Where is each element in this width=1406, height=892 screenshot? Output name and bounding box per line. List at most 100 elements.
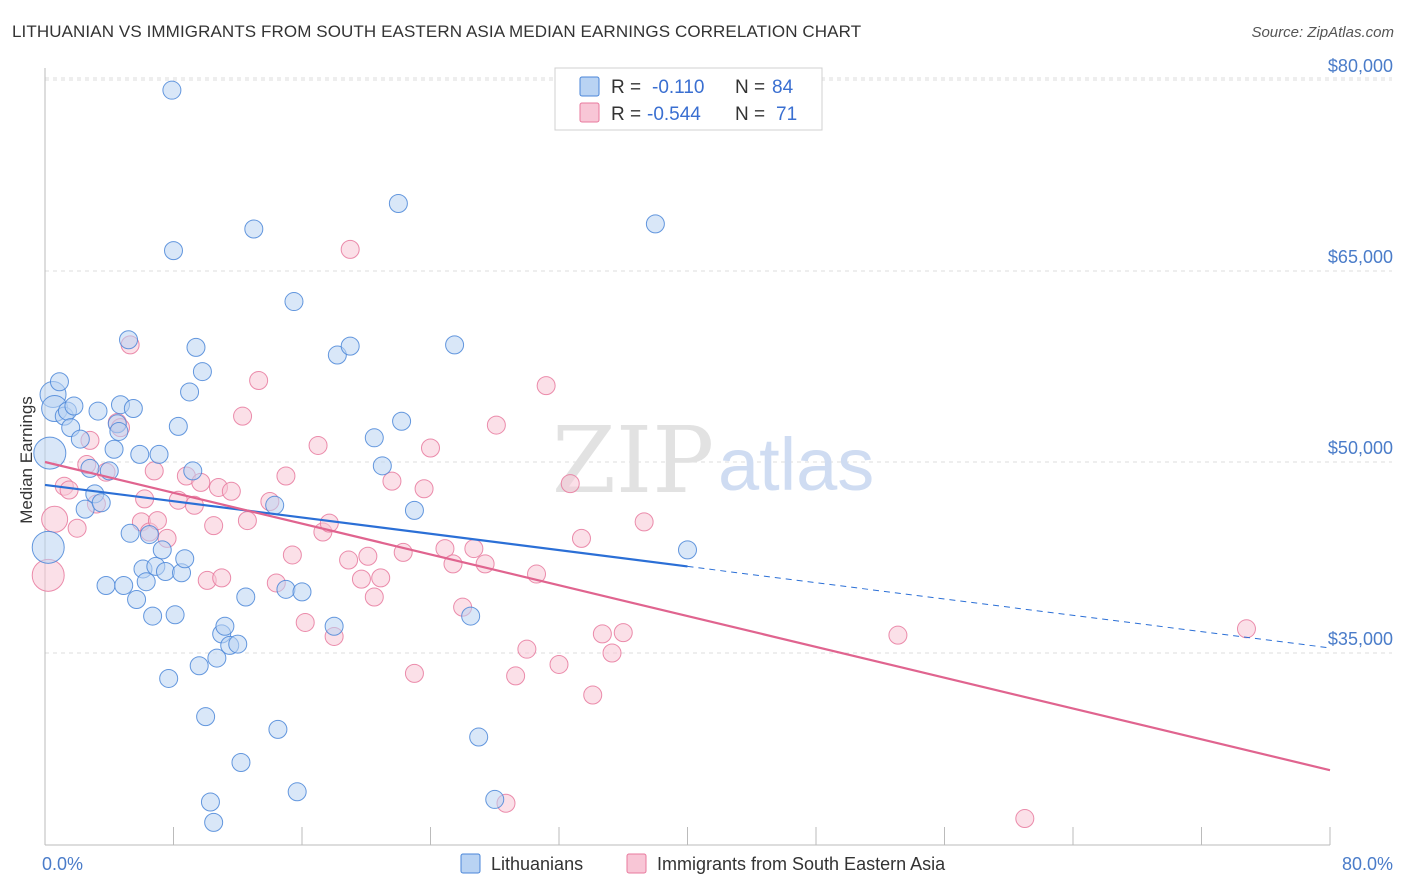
y-tick-label-2: $65,000 xyxy=(1328,247,1393,267)
immigrants-point-0 xyxy=(31,558,65,592)
immigrants-point-40 xyxy=(340,239,360,259)
legend-n-value-1: 84 xyxy=(772,77,794,98)
lithuanians-point-41 xyxy=(175,549,195,569)
legend-r-value-2: -0.544 xyxy=(647,104,701,125)
lithuanians-point-76 xyxy=(645,214,665,234)
lithuanians-point-23 xyxy=(120,523,140,543)
source-label: Source: ZipAtlas.com xyxy=(1251,24,1394,41)
immigrants-point-41 xyxy=(351,569,371,589)
lithuanians-point-54 xyxy=(228,634,248,654)
immigrants-point-49 xyxy=(421,438,440,458)
watermark-atlas: atlas xyxy=(718,423,874,506)
lithuanians-point-62 xyxy=(287,782,307,802)
immigrants-point-25 xyxy=(212,568,232,588)
immigrants-point-71 xyxy=(1236,619,1256,639)
lithuanians-point-61 xyxy=(284,292,304,312)
immigrants-point-29 xyxy=(249,371,269,391)
lithuanians-point-17 xyxy=(104,439,124,459)
lithuanians-point-75 xyxy=(485,789,505,809)
series-legend: Lithuanians Immigrants from South Easter… xyxy=(460,853,946,874)
lithuanians-point-9 xyxy=(70,429,90,449)
lithuanians-point-47 xyxy=(196,707,216,727)
y-axis-label: Median Earnings xyxy=(17,396,36,524)
x-tick-labels: 0.0% 80.0% xyxy=(42,854,1393,874)
lithuanians-point-19 xyxy=(109,421,129,441)
immigrants-point-45 xyxy=(382,471,402,491)
immigrants-point-65 xyxy=(592,624,612,644)
legend-n-label-2: N = xyxy=(735,104,765,125)
lithuanians-point-34 xyxy=(155,562,175,582)
lithuanians-point-49 xyxy=(204,812,224,832)
lithuanians-point-14 xyxy=(91,493,111,513)
y-tick-labels: $35,000 $50,000 $65,000 $80,000 xyxy=(1328,56,1393,649)
immigrants-point-57 xyxy=(506,666,526,686)
legend-r-label-2: R = xyxy=(611,104,641,125)
immigrants-point-60 xyxy=(536,376,556,396)
immigrants-point-33 xyxy=(282,545,302,565)
immigrants-point-67 xyxy=(613,623,633,643)
lithuanians-point-72 xyxy=(445,335,465,355)
watermark-zip: ZIP xyxy=(552,407,714,514)
immigrants-point-70 xyxy=(1015,809,1035,829)
immigrants-point-58 xyxy=(517,639,537,659)
immigrants-point-55 xyxy=(486,415,506,435)
immigrants-point-64 xyxy=(583,685,603,705)
lithuanians-point-15 xyxy=(96,576,116,596)
lithuanians-point-39 xyxy=(168,416,188,436)
lithuanians-point-38 xyxy=(165,605,185,625)
lithuanians-point-69 xyxy=(388,194,408,214)
lithuanians-point-45 xyxy=(189,656,209,676)
watermark: ZIP atlas xyxy=(552,407,874,514)
immigrants-point-48 xyxy=(414,479,434,499)
immigrants-point-61 xyxy=(549,654,569,674)
immigrants-point-27 xyxy=(233,406,253,426)
lithuanians-point-59 xyxy=(268,719,288,739)
y-tick-label-0: $35,000 xyxy=(1328,629,1393,649)
immigrants-point-43 xyxy=(364,587,384,607)
immigrants-point-34 xyxy=(295,612,315,632)
immigrants-point-28 xyxy=(237,511,257,531)
legend-n-value-2: 71 xyxy=(776,104,797,125)
legend-n-label-1: N = xyxy=(735,77,765,98)
series-swatch-lithuanians xyxy=(460,853,481,874)
immigrants-point-66 xyxy=(602,643,622,663)
series-name-lithuanians: Lithuanians xyxy=(491,854,583,874)
lithuanians-point-57 xyxy=(244,219,264,239)
legend-swatch-blue xyxy=(579,76,600,97)
lithuanians-point-1 xyxy=(33,436,67,470)
series-swatch-immigrants xyxy=(626,853,647,874)
immigrants-point-53 xyxy=(464,539,484,559)
immigrants-point-3 xyxy=(59,480,79,500)
immigrants-point-4 xyxy=(67,518,87,538)
legend-r-value-1: -0.110 xyxy=(652,77,704,98)
immigrants-trend-line xyxy=(44,460,1331,772)
lithuanians-point-33 xyxy=(152,540,172,560)
immigrants-point-23 xyxy=(204,516,224,536)
immigrants-point-32 xyxy=(276,466,296,486)
lithuanians-point-68 xyxy=(372,456,392,476)
trend-lines xyxy=(44,460,1331,772)
legend-swatch-pink xyxy=(579,102,600,123)
lithuanians-point-74 xyxy=(469,727,489,747)
immigrants-point-68 xyxy=(634,512,654,532)
lithuanians-point-42 xyxy=(180,382,200,402)
lithuanians-point-32 xyxy=(149,444,169,464)
lithuanians-point-4 xyxy=(49,372,69,392)
immigrants-point-35 xyxy=(308,435,328,455)
lithuanians-point-52 xyxy=(215,616,235,636)
lithuanians-point-24 xyxy=(123,399,143,419)
lithuanians-point-13 xyxy=(88,401,108,421)
lithuanians-point-67 xyxy=(364,428,384,448)
immigrants-point-42 xyxy=(358,546,378,566)
immigrants-point-26 xyxy=(221,481,241,501)
lithuanians-point-77 xyxy=(678,540,697,560)
lithuanians-point-48 xyxy=(200,792,220,812)
lithuanians-trend-line xyxy=(44,483,688,568)
lithuanians-point-26 xyxy=(130,444,150,464)
immigrants-point-69 xyxy=(888,625,908,645)
lithuanians-points xyxy=(31,80,697,832)
lithuanians-point-56 xyxy=(236,587,256,607)
chart-title: LITHUANIAN VS IMMIGRANTS FROM SOUTH EAST… xyxy=(12,22,862,41)
y-tick-label-1: $50,000 xyxy=(1328,438,1393,458)
